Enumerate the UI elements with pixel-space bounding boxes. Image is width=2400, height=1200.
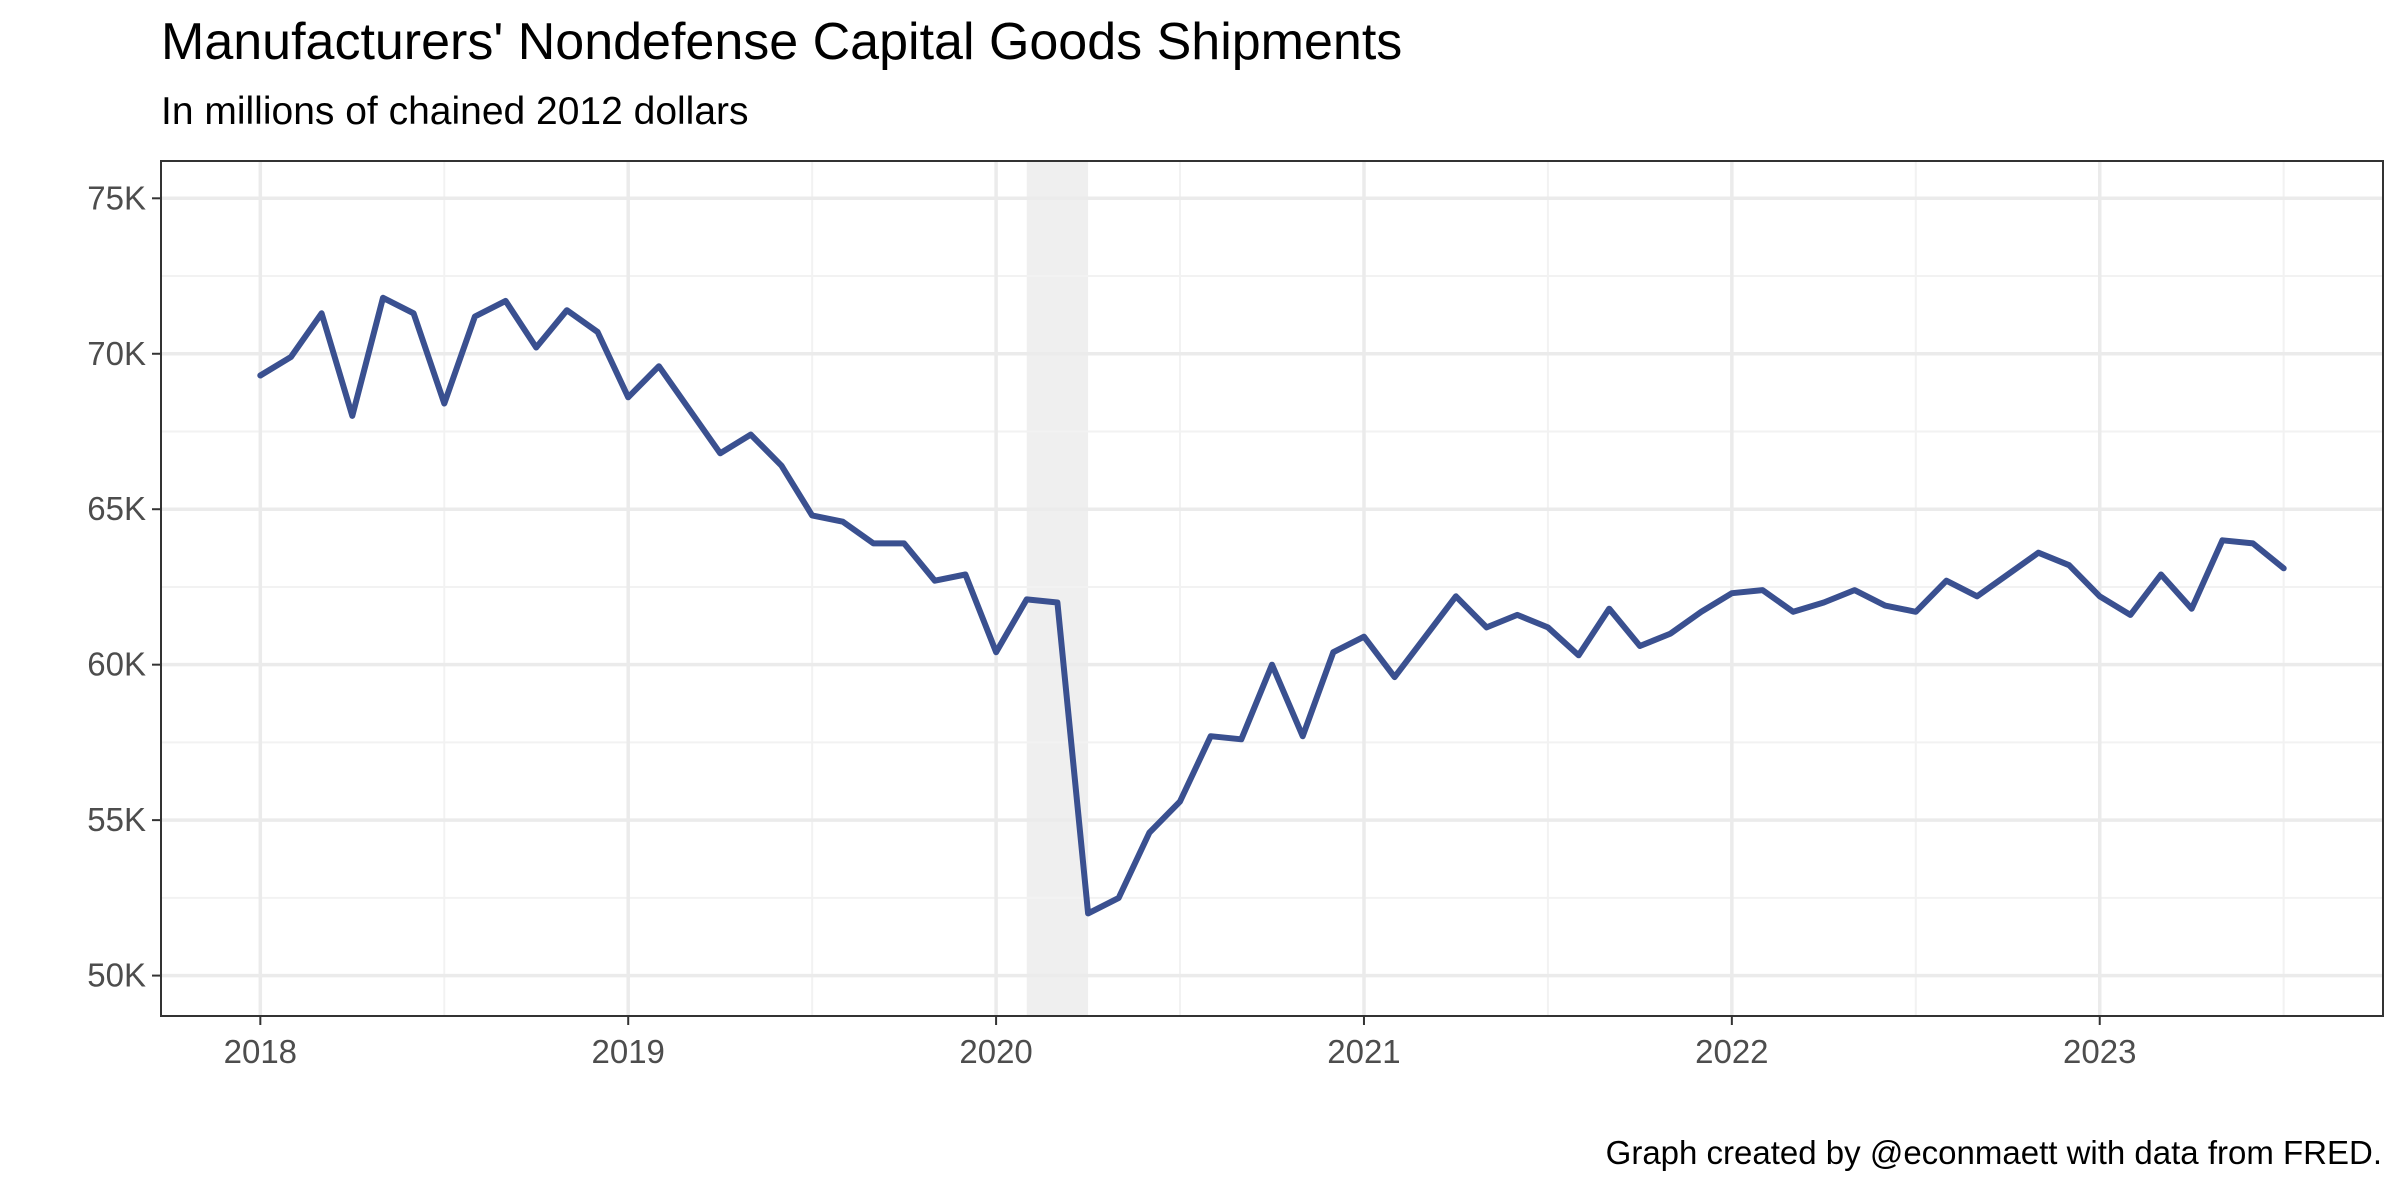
y-tick-label: 55K — [87, 801, 146, 838]
x-tick-label: 2019 — [591, 1033, 664, 1070]
series-line — [257, 294, 2287, 917]
chart-title: Manufacturers' Nondefense Capital Goods … — [161, 13, 1403, 71]
panel-border — [160, 160, 2384, 1017]
axis-layer: 50K 55K 60K 65K 70K 75K 2018 2019 2020 2021 2022 20… — [87, 179, 2136, 1070]
x-tick-label: 2022 — [1695, 1033, 1768, 1070]
x-tick-label: 2020 — [959, 1033, 1032, 1070]
x-tick-label: 2021 — [1327, 1033, 1400, 1070]
y-tick-label: 65K — [87, 490, 146, 527]
y-tick-label: 60K — [87, 646, 146, 683]
source-caption: Graph created by @econmaett with data fr… — [1605, 1134, 2382, 1171]
recession-shade — [1026, 161, 1089, 1016]
y-tick-label: 75K — [87, 179, 146, 216]
chart-subtitle: In millions of chained 2012 dollars — [161, 90, 749, 133]
x-tick-label: 2023 — [2063, 1033, 2136, 1070]
x-tick-label: 2018 — [224, 1033, 297, 1070]
y-tick-label: 50K — [87, 957, 146, 994]
recession-shading-layer — [1026, 161, 1089, 1016]
series-layer — [257, 294, 2287, 917]
y-tick-label: 70K — [87, 335, 146, 372]
grid-layer — [161, 161, 2383, 1016]
